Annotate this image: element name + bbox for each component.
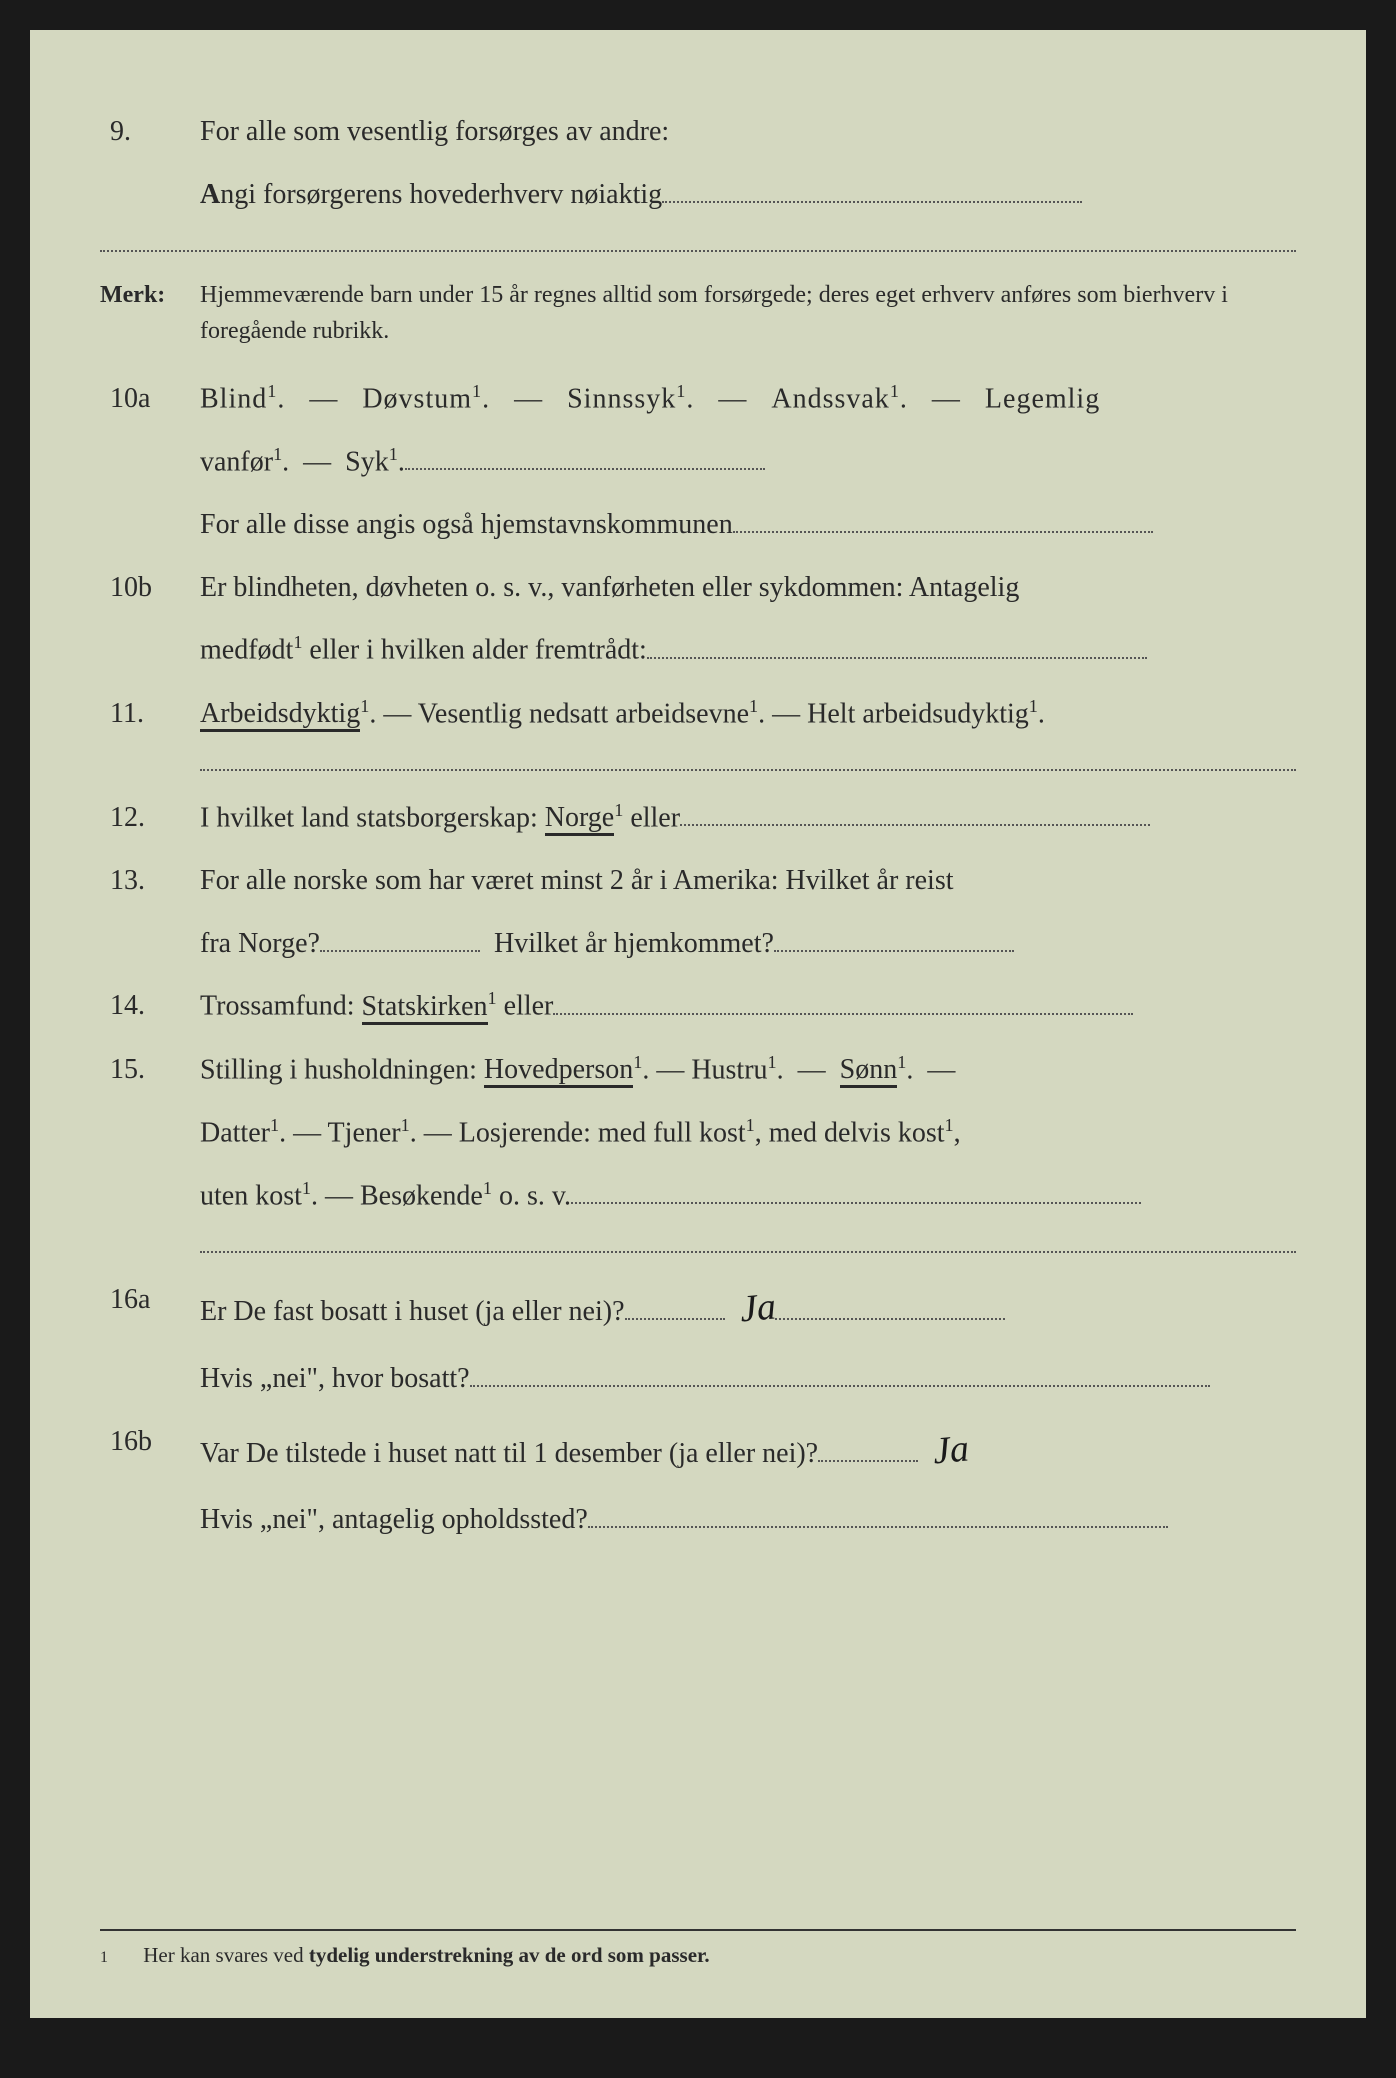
fill-line[interactable] bbox=[774, 950, 1014, 952]
fill-line[interactable] bbox=[662, 201, 1082, 203]
fill-line[interactable] bbox=[680, 824, 1150, 826]
q12-norge: Norge bbox=[545, 802, 614, 836]
q9-line2-rest: ngi forsørgerens hovederhverv nøiaktig bbox=[220, 179, 662, 210]
q15-line3: uten kost1. — Besøkende1 o. s. v. bbox=[100, 1174, 1296, 1219]
q15-sonn: Sønn bbox=[840, 1054, 898, 1088]
question-16a: 16a Er De fast bosatt i huset (ja eller … bbox=[100, 1278, 1296, 1339]
q16b-content: Var De tilstede i huset natt til 1 desem… bbox=[200, 1420, 1296, 1481]
q10a-content: Blind1. — Døvstum1. — Sinnssyk1. — Andss… bbox=[200, 377, 1296, 422]
question-12: 12. I hvilket land statsborgerskap: Norg… bbox=[100, 796, 1296, 841]
q15-content: Stilling i husholdningen: Hovedperson1. … bbox=[200, 1048, 1296, 1093]
question-16b: 16b Var De tilstede i huset natt til 1 d… bbox=[100, 1420, 1296, 1481]
q14-statskirken: Statskirken bbox=[362, 991, 488, 1025]
q13-line2: fra Norge? Hvilket år hjemkommet? bbox=[100, 922, 1296, 967]
q16b-number: 16b bbox=[100, 1420, 200, 1465]
q9-content: For alle som vesentlig forsørges av andr… bbox=[200, 110, 1296, 155]
question-13: 13. For alle norske som har været minst … bbox=[100, 859, 1296, 904]
q15-hovedperson: Hovedperson bbox=[484, 1054, 633, 1088]
q10a-number: 10a bbox=[100, 377, 200, 422]
footnote-text-b: tydelig understrekning av de ord som pas… bbox=[309, 1943, 710, 1967]
question-10b: 10b Er blindheten, døvheten o. s. v., va… bbox=[100, 566, 1296, 611]
census-form-page: 9. For alle som vesentlig forsørges av a… bbox=[30, 30, 1366, 2018]
q9-line2-bold: A bbox=[200, 179, 220, 210]
merk-label: Merk: bbox=[100, 277, 200, 313]
q16a-content: Er De fast bosatt i huset (ja eller nei)… bbox=[200, 1278, 1296, 1339]
fill-line[interactable] bbox=[405, 468, 765, 470]
fill-line[interactable] bbox=[775, 1318, 1005, 1320]
q9-line2-row: Angi forsørgerens hovederhverv nøiaktig bbox=[100, 173, 1296, 218]
q11-number: 11. bbox=[100, 692, 200, 737]
q10b-number: 10b bbox=[100, 566, 200, 611]
q13-number: 13. bbox=[100, 859, 200, 904]
q16a-answer: Ja bbox=[737, 1276, 778, 1340]
q14-number: 14. bbox=[100, 984, 200, 1029]
question-11: 11. Arbeidsdyktig1. — Vesentlig nedsatt … bbox=[100, 692, 1296, 737]
merk-text: Hjemmeværende barn under 15 år regnes al… bbox=[200, 277, 1296, 349]
q10a-line3: For alle disse angis også hjemstavnskomm… bbox=[100, 503, 1296, 548]
q15-line2: Datter1. — Tjener1. — Losjerende: med fu… bbox=[100, 1111, 1296, 1156]
q12-number: 12. bbox=[100, 796, 200, 841]
fill-line[interactable] bbox=[818, 1460, 918, 1462]
fill-line[interactable] bbox=[588, 1526, 1168, 1528]
question-10a: 10a Blind1. — Døvstum1. — Sinnssyk1. — A… bbox=[100, 377, 1296, 422]
fill-line[interactable] bbox=[470, 1385, 1210, 1387]
fill-line[interactable] bbox=[320, 950, 480, 952]
footnote-text-a: Her kan svares ved bbox=[143, 1943, 309, 1967]
q10a-line2: vanfør1. — Syk1. bbox=[100, 440, 1296, 485]
question-9: 9. For alle som vesentlig forsørges av a… bbox=[100, 110, 1296, 155]
footnote-number: 1 bbox=[100, 1949, 108, 1966]
q16a-line2: Hvis „nei", hvor bosatt? bbox=[100, 1357, 1296, 1402]
fill-line[interactable] bbox=[625, 1318, 725, 1320]
section-divider bbox=[200, 1249, 1296, 1253]
q11-content: Arbeidsdyktig1. — Vesentlig nedsatt arbe… bbox=[200, 692, 1296, 737]
q9-line1: For alle som vesentlig forsørges av andr… bbox=[200, 116, 669, 147]
q16b-answer: Ja bbox=[931, 1418, 972, 1482]
footnote: 1 Her kan svares ved tydelig understrekn… bbox=[100, 1929, 1296, 1968]
q9-number: 9. bbox=[100, 110, 200, 155]
q10b-line2: medfødt1 eller i hvilken alder fremtrådt… bbox=[100, 628, 1296, 673]
q11-arbeidsdyktig: Arbeidsdyktig bbox=[200, 698, 360, 732]
section-divider bbox=[100, 248, 1296, 252]
q10b-content: Er blindheten, døvheten o. s. v., vanfør… bbox=[200, 566, 1296, 611]
fill-line[interactable] bbox=[553, 1013, 1133, 1015]
q14-content: Trossamfund: Statskirken1 eller bbox=[200, 984, 1296, 1029]
fill-line[interactable] bbox=[647, 657, 1147, 659]
question-14: 14. Trossamfund: Statskirken1 eller bbox=[100, 984, 1296, 1029]
q16b-line2: Hvis „nei", antagelig opholdssted? bbox=[100, 1498, 1296, 1543]
q16a-number: 16a bbox=[100, 1278, 200, 1323]
q12-content: I hvilket land statsborgerskap: Norge1 e… bbox=[200, 796, 1296, 841]
fill-line[interactable] bbox=[733, 531, 1153, 533]
merk-note: Merk: Hjemmeværende barn under 15 år reg… bbox=[100, 277, 1296, 349]
section-divider bbox=[200, 767, 1296, 771]
fill-line[interactable] bbox=[571, 1202, 1141, 1204]
question-15: 15. Stilling i husholdningen: Hovedperso… bbox=[100, 1048, 1296, 1093]
q15-number: 15. bbox=[100, 1048, 200, 1093]
q13-content: For alle norske som har været minst 2 år… bbox=[200, 859, 1296, 904]
